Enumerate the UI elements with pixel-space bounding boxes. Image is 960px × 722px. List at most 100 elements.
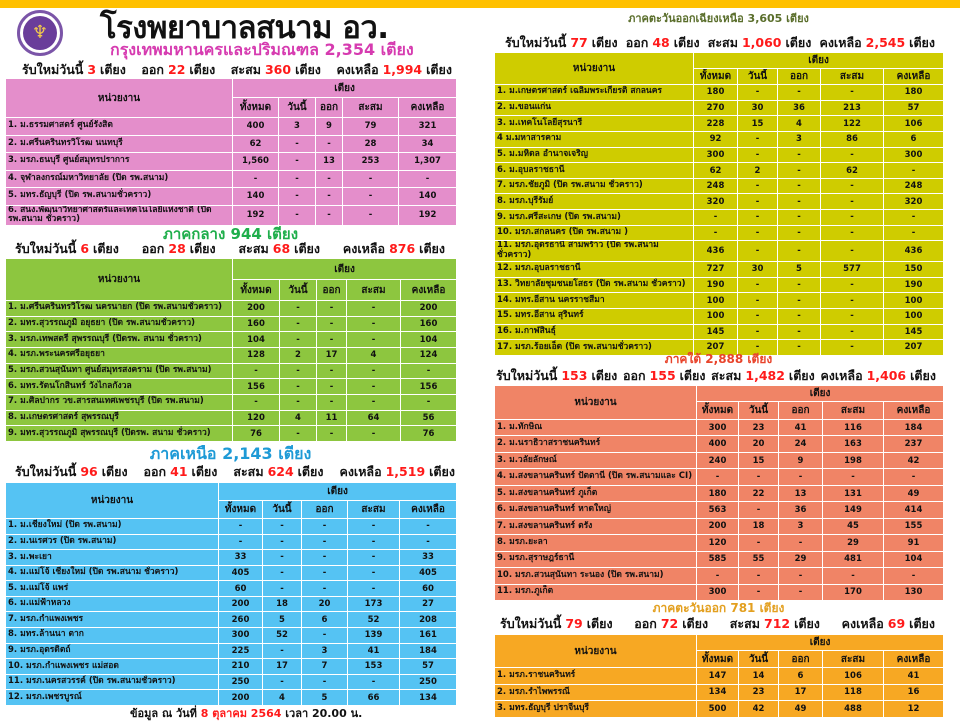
cell-total: 727 bbox=[693, 260, 738, 278]
cell-remain: 49 bbox=[882, 484, 945, 503]
header-today: วันนี้ bbox=[262, 500, 302, 519]
header-remain: คงเหลือ bbox=[882, 401, 945, 420]
cell-unit-name: 8. มทร.ล้านนา ตาก bbox=[5, 627, 219, 644]
table-header-row: หน่วยงาน เตียง bbox=[494, 385, 945, 420]
summary-label: รับใหม่วันนี้ bbox=[15, 464, 77, 479]
header-out: ออก bbox=[778, 401, 823, 420]
cell-today: - bbox=[738, 468, 779, 486]
central-summary: รับใหม่วันนี้ 6 เตียง ออก 28 เตียง สะสม 68 เตียง… bbox=[15, 239, 445, 259]
cell-today: - bbox=[262, 642, 302, 660]
cell-remain: 104 bbox=[399, 331, 458, 348]
cell-unit-name: 4. ม.แม่โจ้ เชียงใหม่ (ปิด รพ.สนาม ชั่วค… bbox=[5, 564, 219, 582]
cell-total: 134 bbox=[696, 683, 739, 702]
summary-remain: คงเหลือ 2,545 เตียง bbox=[819, 33, 935, 53]
summary-unit: เตียง bbox=[93, 241, 119, 256]
summary-unit: เตียง bbox=[101, 464, 128, 479]
cell-out: - bbox=[301, 533, 348, 551]
cell-out: - bbox=[316, 315, 347, 333]
cell-remain: 91 bbox=[882, 534, 945, 552]
cell-total: - bbox=[218, 533, 263, 551]
cell-unit-name: 13. วิทยาลัยชุมชนยโสธร (ปิด รพ.สนาม ชั่ว… bbox=[494, 276, 694, 294]
summary-label: ออก bbox=[634, 616, 657, 631]
cell-out: 5 bbox=[301, 689, 348, 706]
summary-remain: คงเหลือ 1,994 เตียง bbox=[336, 60, 452, 80]
header-out: ออก bbox=[316, 279, 347, 301]
cell-out: - bbox=[301, 673, 348, 691]
summary-label: สะสม bbox=[238, 241, 269, 256]
cell-out: - bbox=[316, 331, 347, 348]
cell-accum: - bbox=[347, 533, 400, 551]
summary-value: 6 bbox=[80, 241, 90, 256]
cell-out: - bbox=[778, 567, 823, 585]
summary-unit: เตียง bbox=[909, 616, 935, 631]
cell-remain: 208 bbox=[398, 611, 458, 629]
cell-out: - bbox=[777, 193, 821, 211]
cell-total: - bbox=[232, 169, 279, 188]
table-row: 13. วิทยาลัยชุมชนยโสธร (ปิด รพ.สนาม ชั่ว… bbox=[494, 276, 945, 294]
footer-month: ตุลาคม bbox=[212, 707, 247, 720]
summary-label: ออก bbox=[625, 35, 649, 50]
summary-accum: สะสม 712 เตียง bbox=[730, 614, 820, 634]
header-beds: เตียง bbox=[231, 258, 458, 280]
summary-label: ออก bbox=[141, 62, 164, 77]
header-accum: สะสม bbox=[820, 68, 884, 85]
cell-remain: 161 bbox=[398, 627, 458, 644]
summary-value: 1,519 bbox=[385, 464, 426, 479]
cell-unit-name: 5. ม.มหิดล อำนาจเจริญ bbox=[494, 146, 694, 164]
cell-total: 585 bbox=[696, 550, 739, 569]
cell-remain: 16 bbox=[882, 683, 945, 702]
table-subheader-row: ทั้งหมด วันนี้ ออก สะสม คงเหลือ bbox=[6, 279, 458, 301]
table-subheader-row: ทั้งหมด วันนี้ ออก สะสม คงเหลือ bbox=[6, 97, 458, 118]
cell-total: 500 bbox=[696, 700, 739, 718]
cell-today: - bbox=[278, 187, 316, 206]
cell-out: - bbox=[777, 276, 821, 294]
cell-total: 240 bbox=[696, 451, 739, 470]
cell-unit-name: 7. มรภ.ชัยภูมิ (ปิด รพ.สนาม ชั่วคราว) bbox=[494, 177, 694, 195]
cell-remain: - bbox=[882, 224, 945, 242]
table-row: 4. มรภ.พระนครศรีอยุธยา 128 2 17 4 124 bbox=[5, 346, 458, 364]
cell-out: 6 bbox=[778, 667, 823, 685]
summary-unit: เตียง bbox=[591, 368, 618, 383]
header-remain: คงเหลือ bbox=[399, 279, 458, 301]
table-header-row: หน่วยงาน เตียง bbox=[494, 52, 945, 85]
cell-accum: - bbox=[820, 177, 884, 195]
cell-unit-name: 9. มทร.สุวรรณภูมิ สุพรรณบุรี (ปิดรพ. สนา… bbox=[5, 425, 233, 442]
header-today: วันนี้ bbox=[738, 401, 779, 420]
summary-accum: สะสม 68 เตียง bbox=[239, 239, 320, 259]
cell-total: 100 bbox=[693, 307, 738, 325]
summary-value: 1,994 bbox=[382, 62, 423, 77]
cell-total: 400 bbox=[696, 435, 739, 453]
cell-accum: - bbox=[820, 224, 884, 242]
table-row: 3. ม.วลัยลักษณ์ 240 15 9 198 42 bbox=[494, 451, 945, 470]
summary-unit: เตียง bbox=[294, 241, 320, 256]
header-unit: หน่วยงาน bbox=[5, 482, 219, 519]
cell-accum: - bbox=[347, 549, 400, 566]
cell-today: 42 bbox=[738, 700, 779, 718]
bangkok-table: หน่วยงาน เตียง ทั้งหมด วันนี้ ออก สะสม คงเหลือ… bbox=[5, 78, 458, 227]
cell-out: 3 bbox=[777, 130, 821, 148]
header-remain: คงเหลือ bbox=[882, 650, 945, 668]
cell-remain: 155 bbox=[882, 517, 945, 536]
cell-remain: 140 bbox=[397, 187, 458, 206]
cell-out: 20 bbox=[301, 595, 348, 613]
cell-total: 228 bbox=[693, 115, 738, 132]
footer-year: 2564 bbox=[250, 707, 282, 720]
cell-today: - bbox=[737, 146, 778, 164]
header-beds: เตียง bbox=[692, 52, 945, 69]
cell-total: 62 bbox=[693, 162, 738, 179]
summary-value: 2,545 bbox=[865, 35, 906, 50]
cell-accum: 131 bbox=[822, 484, 884, 503]
summary-out: ออก 155 เตียง bbox=[623, 366, 706, 386]
header-unit: หน่วยงาน bbox=[494, 52, 694, 85]
cell-total: 92 bbox=[693, 130, 738, 148]
table-row: 11. มรภ.นครสวรรค์ (ปิด รพ.สนามชั่วคราว) 2… bbox=[5, 673, 458, 691]
cell-today: - bbox=[278, 134, 316, 153]
cell-out: 49 bbox=[778, 700, 823, 718]
cell-total: 190 bbox=[693, 276, 738, 294]
cell-accum: 122 bbox=[820, 115, 884, 132]
cell-remain: 436 bbox=[882, 240, 945, 262]
cell-out: 17 bbox=[778, 683, 823, 702]
cell-unit-name: 7. มรภ.กำแพงเพชร bbox=[5, 611, 219, 629]
cell-accum: 52 bbox=[347, 611, 400, 629]
cell-today: - bbox=[262, 673, 302, 691]
